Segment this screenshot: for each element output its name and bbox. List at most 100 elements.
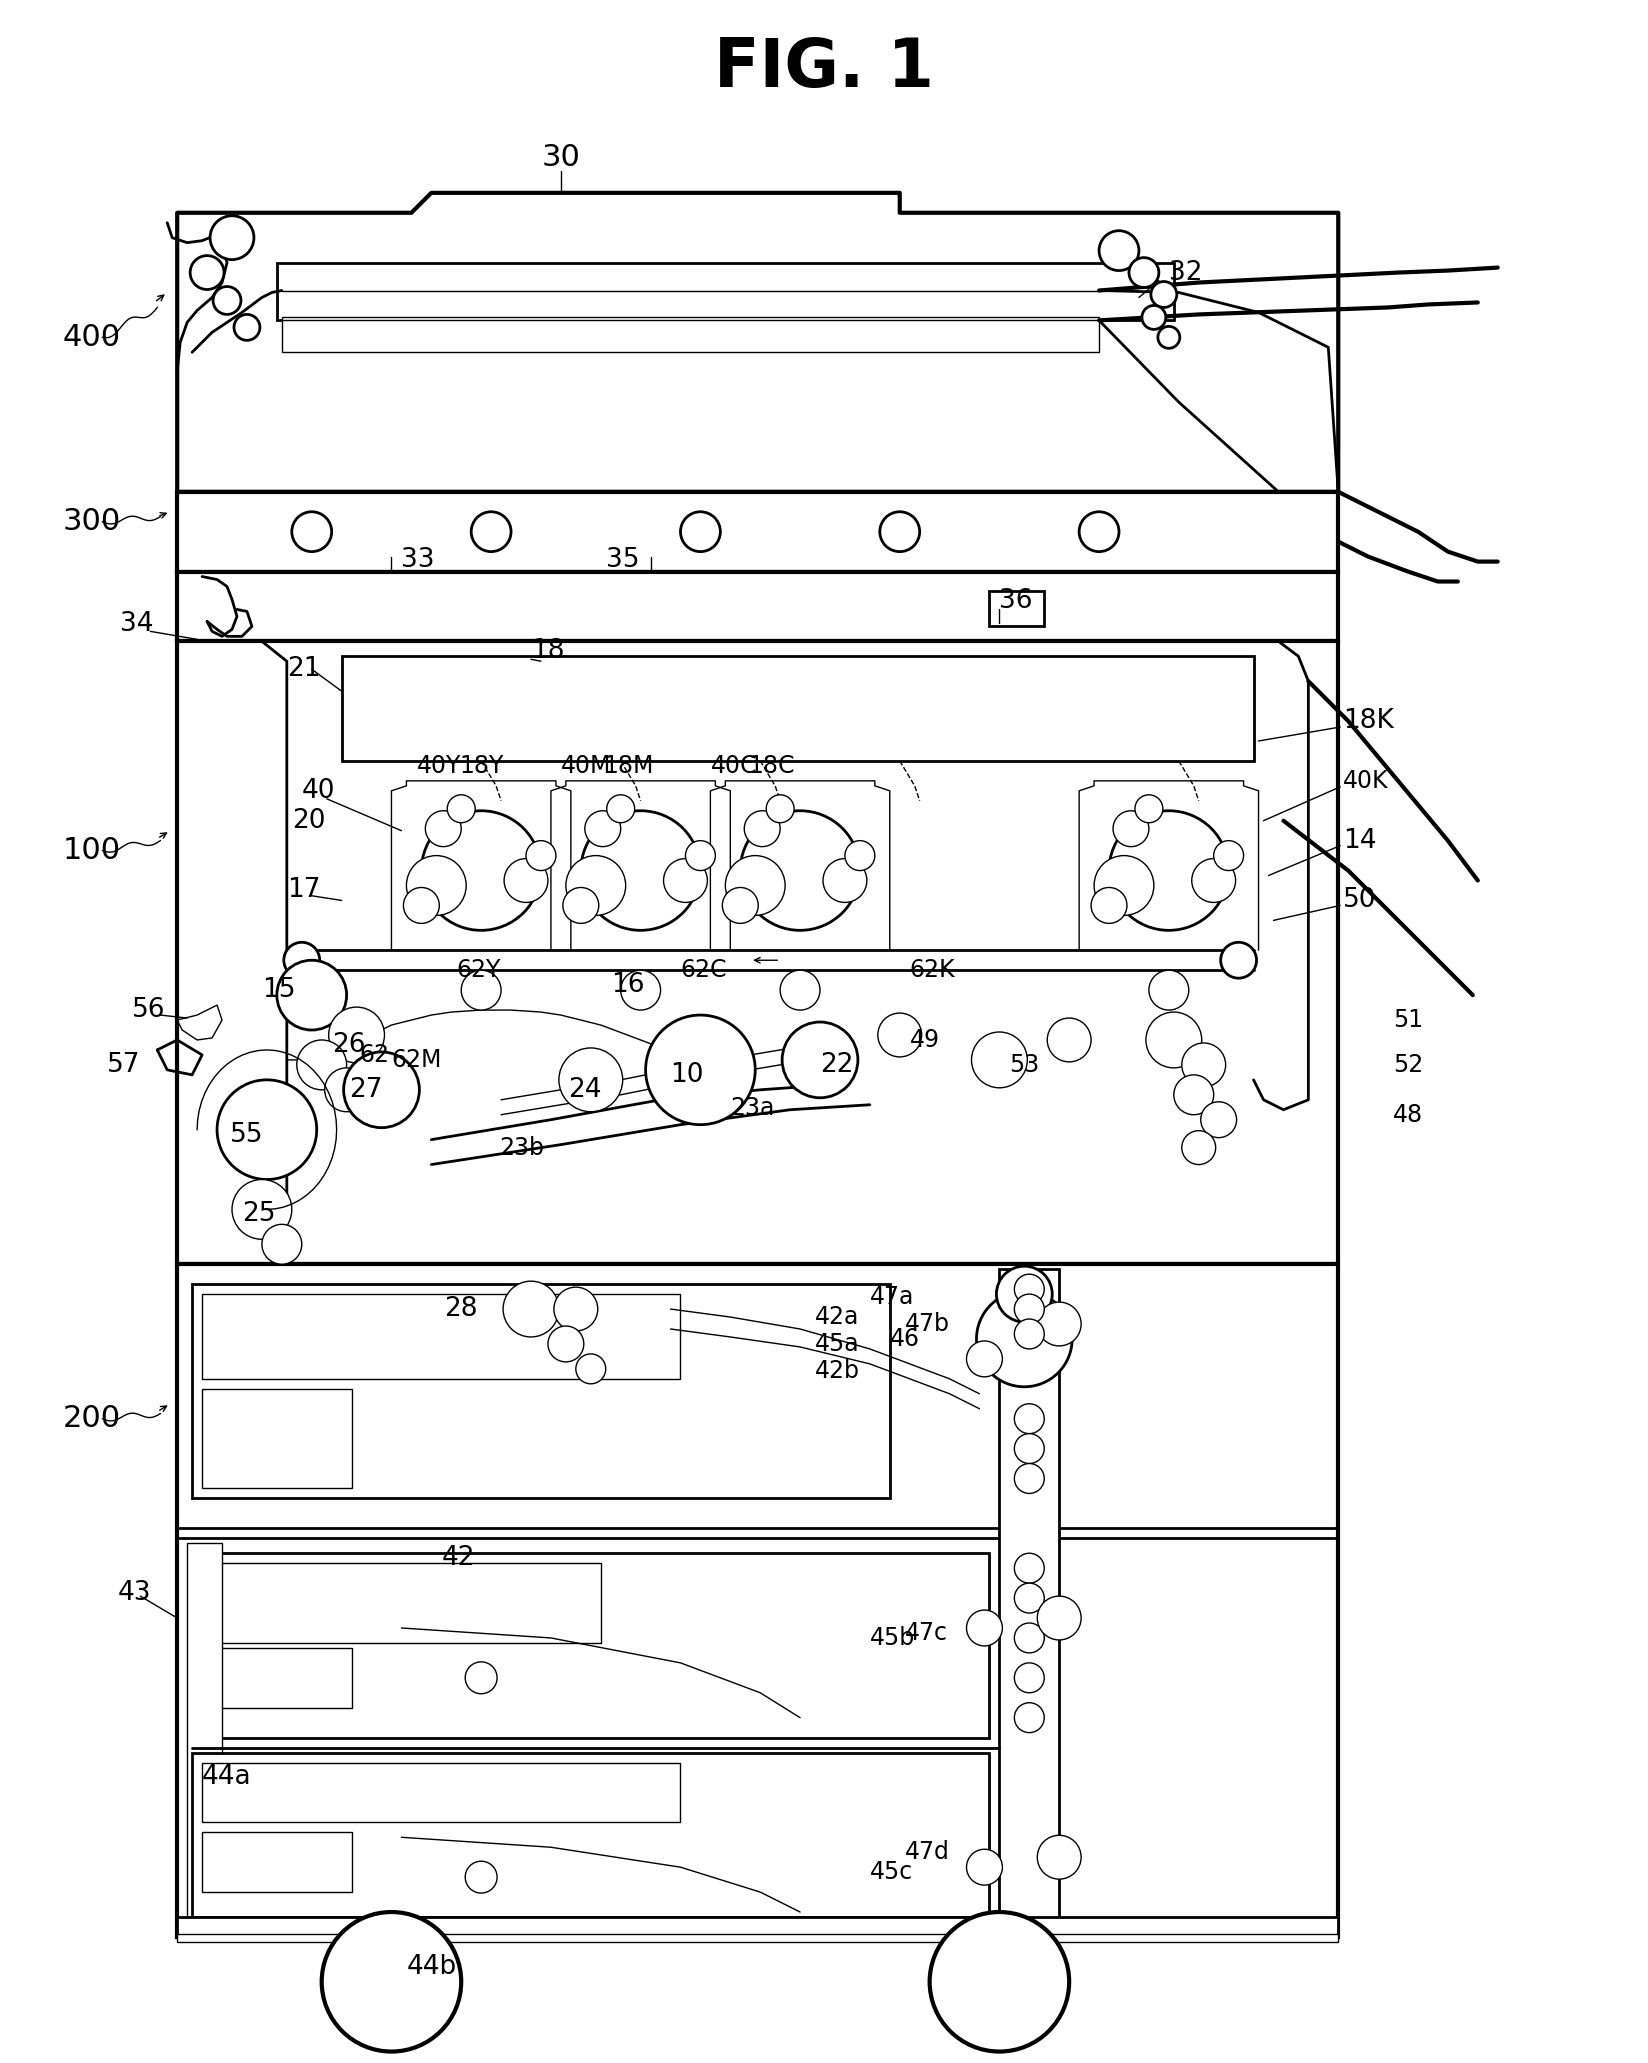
Circle shape (740, 811, 860, 930)
Text: 400: 400 (63, 322, 120, 353)
Circle shape (783, 1021, 859, 1098)
Bar (341, 656, 1254, 761)
Text: FIG. 1: FIG. 1 (714, 35, 934, 101)
Circle shape (878, 1013, 921, 1056)
Bar (203, 1762, 681, 1822)
Circle shape (1145, 1013, 1201, 1069)
Text: 51: 51 (1393, 1009, 1424, 1032)
Text: 62: 62 (359, 1044, 389, 1067)
Circle shape (977, 1291, 1073, 1386)
Bar (178, 571, 1338, 642)
Text: 47a: 47a (870, 1285, 915, 1310)
Text: 50: 50 (1343, 887, 1376, 914)
Circle shape (190, 256, 224, 289)
Text: 18M: 18M (603, 753, 654, 778)
Bar (203, 1388, 351, 1487)
Text: 34: 34 (120, 611, 153, 637)
Circle shape (766, 794, 794, 823)
Bar (178, 1917, 1338, 1937)
Text: 40: 40 (302, 778, 335, 805)
Text: 57: 57 (107, 1052, 142, 1077)
Text: 20: 20 (292, 809, 325, 833)
Text: 10: 10 (671, 1062, 704, 1087)
Circle shape (1201, 1102, 1236, 1137)
Text: 15: 15 (262, 978, 295, 1003)
Circle shape (559, 1048, 623, 1112)
Circle shape (822, 858, 867, 902)
Circle shape (646, 1015, 755, 1124)
Circle shape (1015, 1275, 1045, 1304)
Text: 45b: 45b (870, 1626, 915, 1650)
Bar (999, 1269, 1060, 1931)
Circle shape (1037, 1302, 1081, 1345)
Text: 21: 21 (287, 656, 320, 683)
Text: 36: 36 (999, 588, 1033, 615)
Text: 43: 43 (117, 1580, 152, 1607)
Bar (989, 592, 1045, 627)
Bar (178, 1265, 1338, 1937)
Text: 48: 48 (1393, 1104, 1424, 1126)
Circle shape (1150, 281, 1177, 307)
Text: 32: 32 (1168, 260, 1203, 285)
Circle shape (1129, 258, 1159, 287)
Circle shape (1015, 1624, 1045, 1652)
Bar (193, 1283, 890, 1498)
Text: 23a: 23a (730, 1095, 775, 1120)
Circle shape (209, 217, 254, 260)
Circle shape (218, 1079, 316, 1180)
Text: 42: 42 (442, 1545, 475, 1572)
Circle shape (404, 887, 440, 924)
Text: 42b: 42b (816, 1360, 860, 1382)
Text: 30: 30 (542, 144, 580, 173)
Circle shape (422, 811, 541, 930)
Text: 44a: 44a (203, 1764, 252, 1791)
Text: 40C: 40C (710, 753, 756, 778)
Bar (188, 1543, 222, 1917)
Text: 62C: 62C (681, 957, 727, 982)
Text: 17: 17 (287, 877, 320, 904)
Circle shape (1015, 1463, 1045, 1494)
Circle shape (1015, 1663, 1045, 1694)
Text: 47b: 47b (905, 1312, 949, 1337)
Circle shape (461, 970, 501, 1011)
Text: 49: 49 (910, 1027, 939, 1052)
Circle shape (580, 811, 700, 930)
Text: 27: 27 (349, 1077, 382, 1104)
Circle shape (664, 858, 707, 902)
Circle shape (564, 887, 598, 924)
Text: 45c: 45c (870, 1861, 913, 1884)
Text: 200: 200 (63, 1405, 120, 1434)
Text: 35: 35 (606, 547, 639, 574)
Text: 47c: 47c (905, 1622, 948, 1644)
Circle shape (966, 1341, 1002, 1376)
Circle shape (321, 1912, 461, 2051)
Circle shape (745, 811, 780, 846)
Text: 62K: 62K (910, 957, 956, 982)
Circle shape (1015, 1294, 1045, 1324)
Text: 55: 55 (231, 1122, 264, 1147)
Circle shape (262, 1223, 302, 1265)
Circle shape (465, 1663, 498, 1694)
Text: 45a: 45a (816, 1333, 860, 1355)
Circle shape (471, 512, 511, 551)
Text: 33: 33 (402, 547, 435, 574)
Circle shape (1015, 1403, 1045, 1434)
Circle shape (344, 1052, 419, 1128)
Bar (193, 1754, 989, 1917)
Circle shape (725, 856, 784, 916)
Circle shape (966, 1848, 1002, 1886)
Circle shape (681, 512, 720, 551)
Circle shape (213, 287, 241, 314)
Circle shape (1192, 858, 1236, 902)
Circle shape (465, 1861, 498, 1894)
Circle shape (1142, 305, 1165, 330)
Circle shape (722, 887, 758, 924)
Circle shape (1015, 1702, 1045, 1733)
Text: 16: 16 (611, 972, 644, 998)
Circle shape (606, 794, 634, 823)
Text: 26: 26 (331, 1032, 366, 1058)
Bar (178, 642, 1338, 1265)
Circle shape (1099, 231, 1139, 270)
Text: 56: 56 (132, 996, 166, 1023)
Circle shape (425, 811, 461, 846)
